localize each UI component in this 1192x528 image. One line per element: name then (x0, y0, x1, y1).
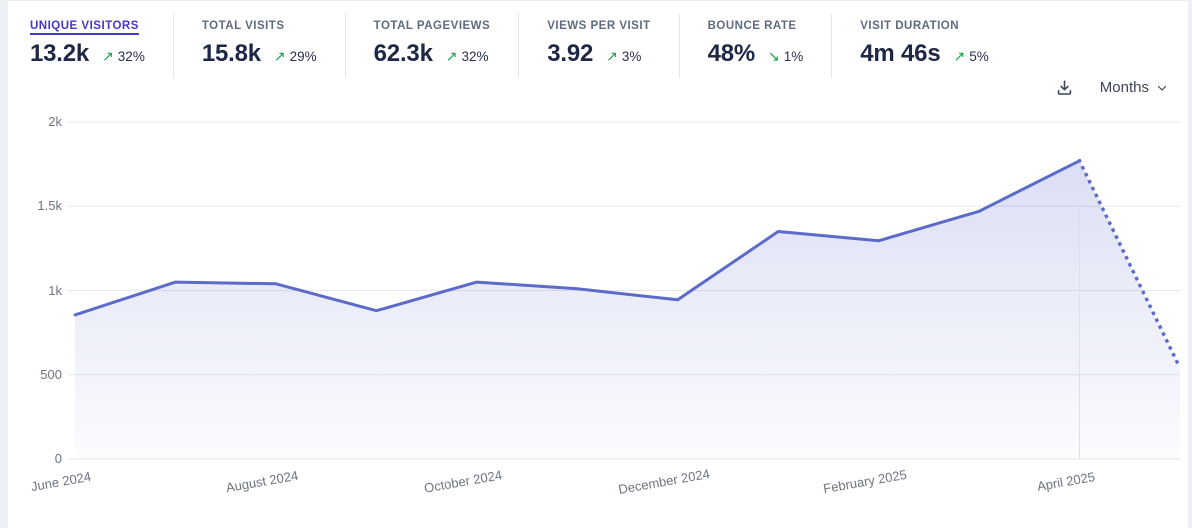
y-axis-tick-label: 0 (54, 451, 62, 466)
visitors-line-projected (1077, 158, 1183, 371)
area-fill (75, 160, 1180, 460)
stat-bounce-rate[interactable]: BOUNCE RATE 48% ↘ 1% (678, 14, 832, 78)
stat-label[interactable]: VISIT DURATION (860, 20, 960, 32)
period-selector-label: Months (1099, 79, 1149, 96)
stat-label[interactable]: UNIQUE VISITORS (30, 20, 139, 32)
stat-change: 1% (783, 49, 804, 64)
stat-views-per-visit[interactable]: VIEWS PER VISIT 3.92 ↗ 3% (518, 14, 678, 78)
stat-value: 15.8k (201, 40, 261, 67)
stat-label[interactable]: VIEWS PER VISIT (547, 20, 651, 32)
stat-value: 48% (707, 40, 756, 67)
y-axis-tick-label: 1.5k (37, 198, 62, 214)
y-axis-tick-label: 2k (48, 114, 62, 129)
stat-change: 29% (289, 49, 317, 64)
stat-value: 3.92 (547, 40, 594, 67)
trend-down-icon: ↘ (768, 48, 780, 64)
chart-plot[interactable] (0, 100, 1192, 528)
stats-bar: UNIQUE VISITORS 13.2k ↗ 32% TOTAL VISITS … (30, 14, 1017, 78)
stat-change: 3% (621, 49, 642, 64)
visitors-chart: 0 500 1k 1.5k 2k June 2024 August 2024 October… (0, 100, 1192, 528)
stat-label[interactable]: TOTAL PAGEVIEWS (373, 20, 491, 32)
visitors-line (73, 159, 1081, 317)
trend-up-icon: ↗ (953, 48, 966, 64)
stat-value: 62.3k (373, 40, 433, 67)
y-axis-tick-label: 1k (48, 282, 62, 298)
trend-up-icon: ↗ (606, 48, 618, 64)
stat-label[interactable]: BOUNCE RATE (707, 20, 797, 32)
stat-unique-visitors[interactable]: UNIQUE VISITORS 13.2k ↗ 32% (30, 14, 173, 78)
stat-label[interactable]: TOTAL VISITS (201, 20, 285, 32)
stat-change: 32% (461, 49, 489, 64)
trend-up-icon: ↗ (273, 48, 286, 64)
period-selector[interactable]: Months (1100, 79, 1168, 96)
stat-visit-duration[interactable]: VISIT DURATION 4m 46s ↗ 5% (831, 14, 1016, 78)
stat-change: 5% (969, 49, 989, 64)
stat-total-visits[interactable]: TOTAL VISITS 15.8k ↗ 29% (172, 14, 345, 78)
chart-toolbar: Months (1055, 78, 1168, 97)
stat-value: 13.2k (30, 40, 90, 67)
trend-up-icon: ↗ (102, 48, 114, 64)
download-button[interactable] (1055, 78, 1074, 97)
trend-up-icon: ↗ (445, 48, 458, 64)
download-icon (1055, 78, 1074, 97)
stat-change: 32% (117, 49, 145, 64)
chevron-down-icon (1156, 82, 1168, 94)
stat-total-pageviews[interactable]: TOTAL PAGEVIEWS 62.3k ↗ 32% (344, 14, 519, 78)
y-axis-tick-label: 500 (40, 366, 62, 382)
stat-value: 4m 46s (860, 40, 941, 67)
